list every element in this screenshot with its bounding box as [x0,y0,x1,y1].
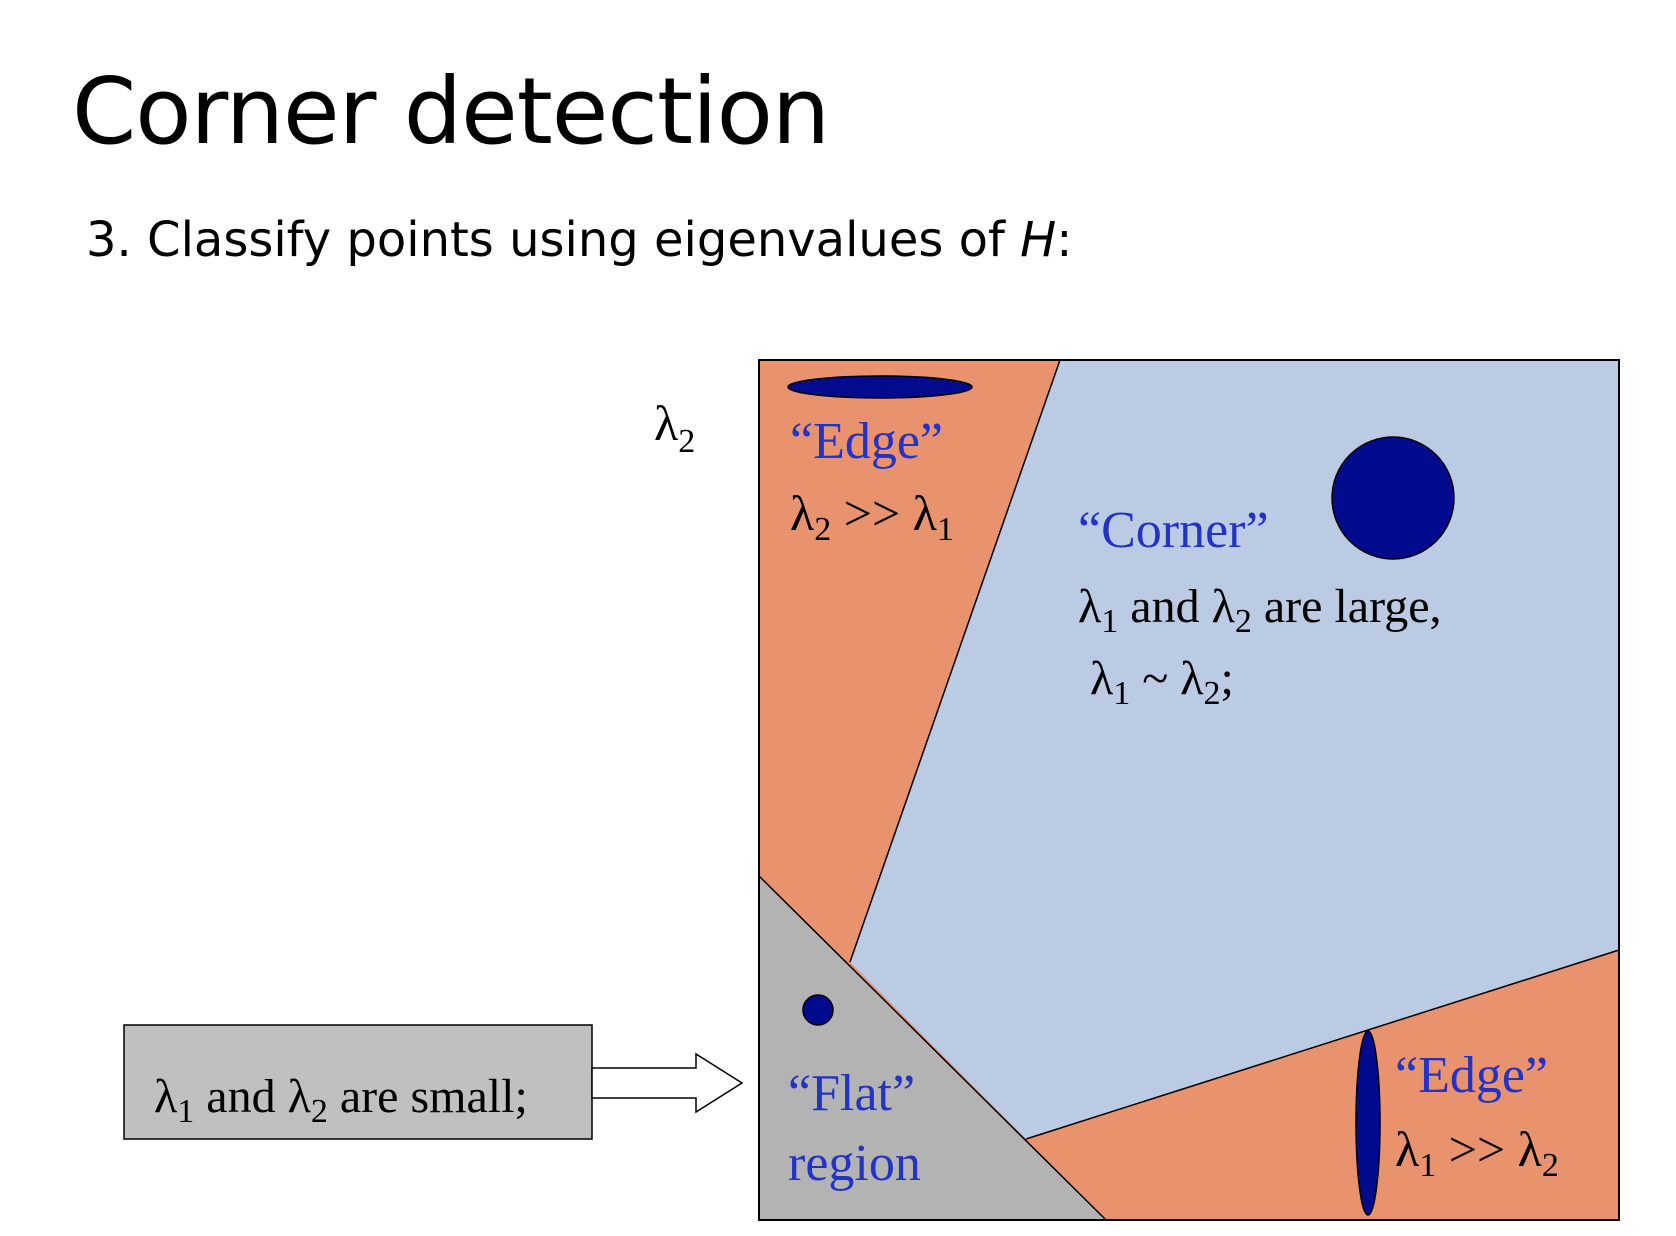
callout-text: λ1 and λ2 are small; [154,1070,528,1130]
corner-label: “Corner” [1078,502,1269,559]
edge-corner-boundary-right [1025,949,1620,1140]
flat-label: “Flat” [788,1065,915,1122]
horizontal-ellipse-icon [787,375,973,399]
flat-region-boundary [758,875,1107,1221]
edge-top-label: “Edge” [790,413,943,470]
subtitle-matrix-symbol: H [1020,212,1057,268]
callout-arrow [591,1052,744,1114]
edge-right-condition: λ1 >> λ2 [1395,1121,1559,1184]
callout-box [123,1024,593,1140]
edge-right-label: “Edge” [1395,1047,1548,1104]
subtitle-prefix: 3. Classify points using eigenvalues of [86,212,1021,268]
page-title: Corner detection [72,58,830,165]
corner-condition-line2: λ1 ~ λ2; [1090,652,1234,712]
page-subtitle: 3. Classify points using eigenvalues of … [86,212,1072,268]
corner-region [850,360,1619,1139]
large-circle-icon [1331,436,1455,560]
subtitle-suffix: : [1056,212,1073,268]
small-circle-icon [802,994,834,1026]
lambda2-axis-label: λ2 [654,395,695,460]
edge-corner-boundary-top [849,359,1061,963]
diagram-frame [758,359,1620,1221]
flat-region-label: region [788,1135,921,1192]
corner-condition-line1: λ1 and λ2 are large, [1078,580,1442,640]
vertical-ellipse-icon [1355,1030,1381,1216]
edge-top-condition: λ2 >> λ1 [790,485,954,548]
